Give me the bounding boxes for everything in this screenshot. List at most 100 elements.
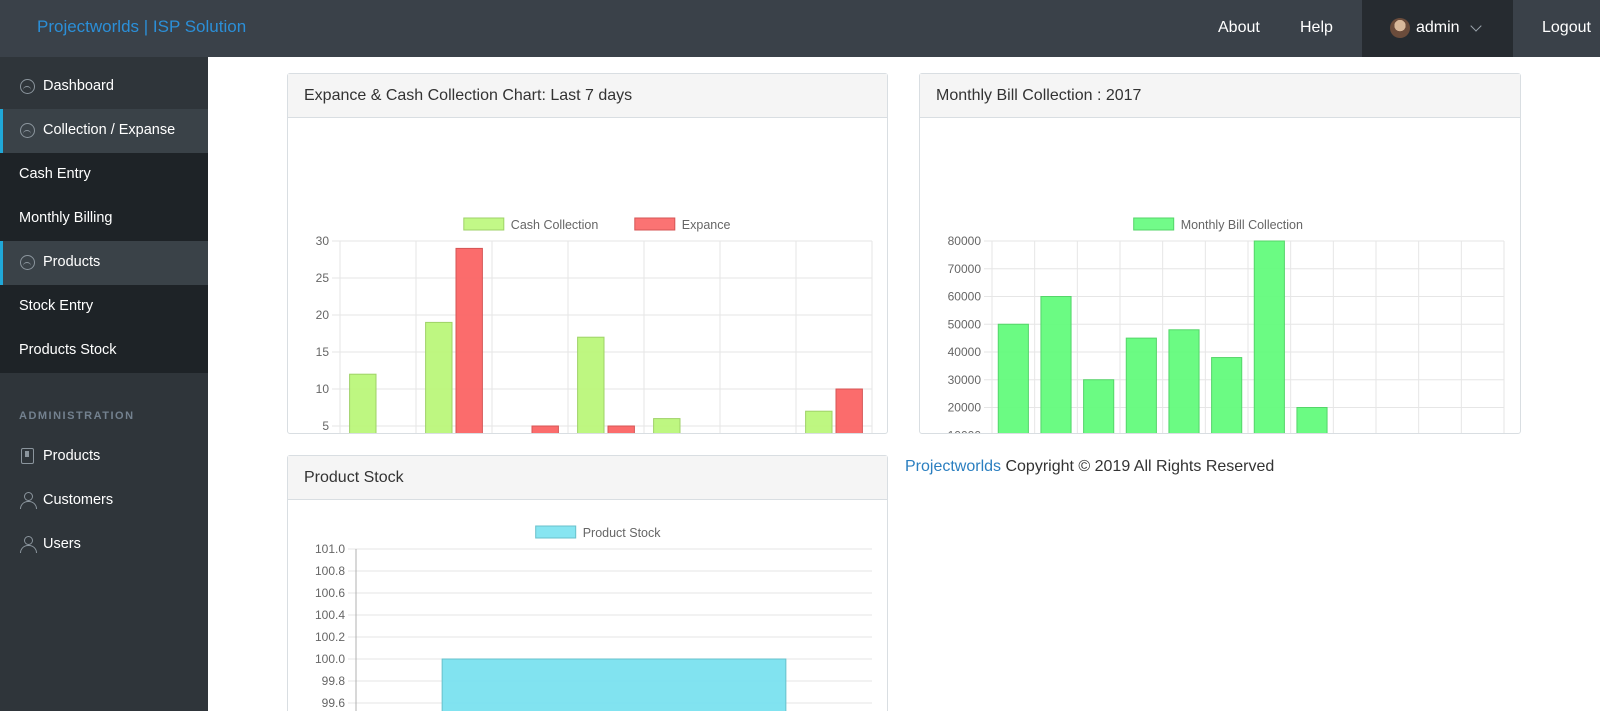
y-tick-label: 100.8 [315,564,345,578]
sidebar-item-dashboard[interactable]: Dashboard [0,65,208,109]
bar [531,425,559,433]
y-tick-label: 10 [316,382,330,396]
bar [607,425,635,433]
card-title: Product Stock [304,469,404,486]
y-tick-label: 30000 [948,373,982,387]
legend-swatch [1133,217,1175,231]
card-title: Expance & Cash Collection Chart: Last 7 … [304,87,633,104]
logout-link[interactable]: Logout [1542,19,1591,36]
y-tick-label: 101.0 [315,542,345,556]
legend-swatch [535,525,577,539]
y-tick-label: 20 [316,308,330,322]
product-stock-chart-card: Product Stock Product Stock 99.6 99.8 100.0… [287,455,888,711]
y-tick-label: 60000 [948,290,982,304]
bar [349,373,377,433]
sidebar-item-collection-expanse[interactable]: Collection / Expanse [0,109,208,153]
bar [1040,296,1072,433]
card-header: Monthly Bill Collection : 2017 [920,74,1520,118]
y-tick-label: 99.6 [322,696,346,710]
sidebar-item-stock-entry[interactable]: Stock Entry [0,285,208,329]
bar [1211,357,1243,433]
y-tick-label: 5 [322,419,329,433]
bar [805,410,833,433]
monthly-bill-chart-card: Monthly Bill Collection : 2017 Monthly B… [919,73,1521,434]
sidebar-item-label: Stock Entry [19,298,94,314]
bar [997,323,1029,433]
expense-cash-bar-chart: Cash CollectionExpance051015202530SatSun… [316,217,873,433]
sidebar-item-label: Products [43,254,101,270]
y-tick-label: 80000 [948,234,982,248]
monthly-bill-bar-chart: Monthly Bill Collection01000020000300004… [948,217,1505,433]
sidebar-item-admin-products[interactable]: Products [0,435,208,479]
y-tick-label: 70000 [948,262,982,276]
legend-label: Cash Collection [511,218,599,232]
chevron-down-icon [1470,20,1482,32]
legend-label: Monthly Bill Collection [1181,218,1303,232]
card-header: Product Stock [288,456,887,500]
nav-about-link[interactable]: About [1218,19,1260,36]
sidebar-item-products-group[interactable]: Products [0,241,208,285]
brand-link[interactable]: Projectworlds | ISP Solution [37,17,247,36]
sidebar: Dashboard Collection / Expanse Cash Entr… [0,57,208,711]
bar [1253,240,1285,433]
sidebar-item-monthly-billing[interactable]: Monthly Billing [0,197,208,241]
user-menu-dropdown[interactable]: admin [1362,0,1513,57]
legend-label: Expance [682,218,731,232]
top-navbar: Projectworlds | ISP Solution About Help … [0,0,1600,57]
speedometer-icon [20,79,35,94]
footer-copyright: Copyright © 2019 All Rights Reserved [1001,458,1275,475]
y-tick-label: 20000 [948,401,982,415]
y-tick-label: 25 [316,271,330,285]
card-title: Monthly Bill Collection : 2017 [936,87,1142,104]
card-header: Expance & Cash Collection Chart: Last 7 … [288,74,887,118]
bar [835,388,863,433]
product-stock-bar-chart: Product Stock 99.6 99.8 100.0 100.2 100.4 100.… [315,525,872,711]
y-tick-label: 100.4 [315,608,345,622]
legend-label: Product Stock [583,526,662,540]
y-tick-label: 100.2 [315,630,345,644]
avatar [1390,18,1410,38]
bar [653,418,681,433]
sidebar-item-label: Cash Entry [19,166,91,182]
y-tick-label: 15 [316,345,330,359]
y-tick-label: 40000 [948,345,982,359]
footer-link[interactable]: Projectworlds [905,458,1002,475]
bar [1125,337,1157,433]
sidebar-item-label: Collection / Expanse [43,122,176,138]
expense-chart-card: Expance & Cash Collection Chart: Last 7 … [287,73,888,434]
sidebar-item-products-stock[interactable]: Products Stock [0,329,208,373]
sidebar-item-label: Dashboard [43,78,114,94]
sidebar-item-cash-entry[interactable]: Cash Entry [0,153,208,197]
sidebar-item-label: Users [43,536,81,552]
bar [1083,379,1115,433]
speedometer-icon [20,123,35,138]
y-tick-label: 100.0 [315,652,345,666]
sidebar-item-label: Customers [43,492,114,508]
bar [1296,407,1328,433]
bar [577,336,605,433]
legend-swatch [634,217,676,231]
bar [441,658,787,711]
nav-help-link[interactable]: Help [1300,19,1333,36]
y-tick-label: 10000 [948,428,982,433]
sidebar-section-title: ADMINISTRATION [19,410,135,422]
y-tick-label: 50000 [948,317,982,331]
user-icon [20,492,37,509]
bar [425,321,453,433]
legend-swatch [463,217,505,231]
footer: Projectworlds Copyright © 2019 All Right… [905,458,1274,476]
y-tick-label: 99.8 [322,674,346,688]
y-tick-label: 100.6 [315,586,345,600]
sidebar-item-label: Products Stock [19,342,117,358]
sidebar-item-label: Products [43,448,101,464]
sidebar-item-customers[interactable]: Customers [0,479,208,523]
sidebar-item-label: Monthly Billing [19,210,113,226]
y-tick-label: 30 [316,234,330,248]
bar [455,247,483,433]
user-name: admin [1416,19,1460,36]
book-icon [21,448,34,464]
bar [1168,329,1200,433]
sidebar-item-users[interactable]: Users [0,523,208,567]
user-icon [20,536,37,553]
speedometer-icon [20,255,35,270]
